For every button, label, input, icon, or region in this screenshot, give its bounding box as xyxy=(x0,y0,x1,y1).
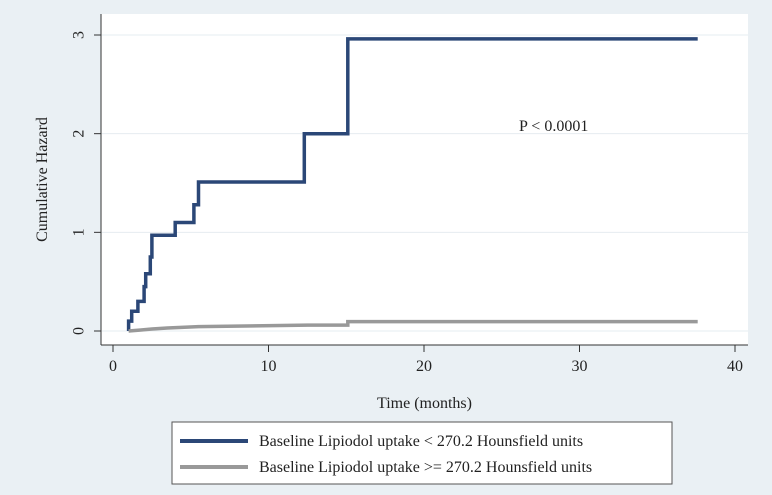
series-line-2 xyxy=(128,319,698,333)
series-line-1 xyxy=(126,37,698,331)
legend-box xyxy=(171,421,673,485)
y-axis-label: Cumulative Hazard xyxy=(34,117,51,242)
plot-area xyxy=(101,14,748,345)
y-tick-label-3: 3 xyxy=(71,31,88,39)
y-tick-label-0: 0 xyxy=(71,327,88,335)
p-value-annotation: P < 0.0001 xyxy=(519,118,588,135)
x-tick-label-0: 0 xyxy=(109,358,117,375)
x-axis-label: Time (months) xyxy=(377,395,472,412)
grid-layer xyxy=(101,34,748,332)
series-layer xyxy=(126,37,698,333)
x-tick-label-40: 40 xyxy=(727,358,743,375)
x-tick-label-20: 20 xyxy=(416,358,432,375)
y-tick-label-1: 1 xyxy=(71,228,88,236)
y-tick-label-2: 2 xyxy=(71,130,88,138)
legend-label-series-1: Baseline Lipiodol uptake < 270.2 Hounsfi… xyxy=(259,433,583,450)
legend: Baseline Lipiodol uptake < 270.2 Hounsfi… xyxy=(171,421,673,485)
legend-label-series-2: Baseline Lipiodol uptake >= 270.2 Hounsf… xyxy=(259,459,592,476)
x-tick-label-30: 30 xyxy=(572,358,588,375)
x-tick-label-10: 10 xyxy=(261,358,277,375)
